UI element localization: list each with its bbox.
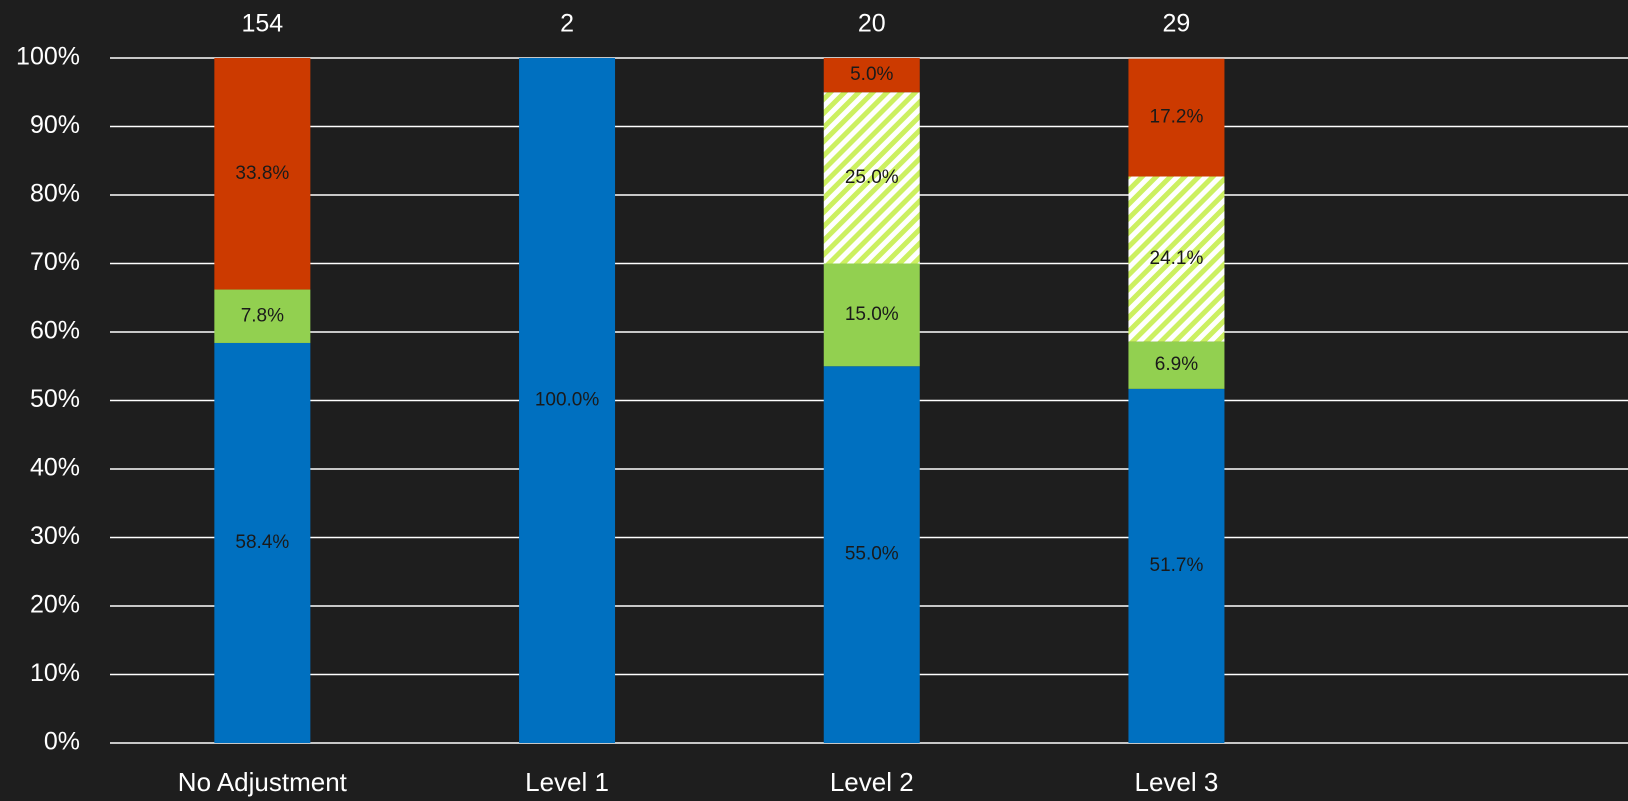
y-tick-label: 100% [16,43,80,71]
x-tick-label: Level 1 [525,767,609,797]
data-label: 7.8% [241,305,284,326]
bar-segment [823,92,920,264]
bar-segment [823,263,920,367]
bar-segment [519,58,616,743]
y-tick-label: 80% [30,180,80,208]
data-label: 100.0% [535,390,600,411]
y-tick-label: 30% [30,522,80,550]
total-label: 2 [560,10,574,38]
y-tick-label: 10% [30,659,80,687]
y-tick-label: 40% [30,454,80,482]
bar-segment [214,289,311,343]
bar-segment [1128,176,1225,342]
y-tick-label: 70% [30,248,80,276]
y-tick-label: 0% [44,728,80,756]
data-label: 58.4% [235,532,289,553]
data-label: 51.7% [1150,555,1204,576]
data-label: 6.9% [1155,354,1198,375]
bar-segment [214,342,311,743]
total-label: 29 [1163,10,1191,38]
y-tick-label: 60% [30,317,80,345]
data-label: 25.0% [845,167,899,188]
y-tick-label: 90% [30,111,80,139]
bar-segment [823,366,920,743]
x-tick-label: No Adjustment [178,767,348,797]
data-label: 15.0% [845,304,899,325]
data-label: 17.2% [1150,107,1204,128]
bar-segment [1128,58,1225,177]
data-label: 24.1% [1150,248,1204,269]
data-label: 33.8% [235,163,289,184]
bar-segment [214,58,311,290]
bar-segment [823,58,920,93]
total-label: 154 [241,10,283,38]
data-label: 55.0% [845,544,899,565]
bar-segment [1128,341,1225,389]
y-tick-label: 50% [30,385,80,413]
y-tick-label: 20% [30,591,80,619]
total-label: 20 [858,10,886,38]
bar-segment [1128,388,1225,743]
data-label: 5.0% [850,64,893,85]
x-tick-label: Level 3 [1135,767,1219,797]
x-tick-label: Level 2 [830,767,914,797]
